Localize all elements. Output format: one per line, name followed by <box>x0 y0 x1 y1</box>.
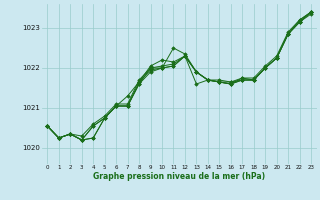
X-axis label: Graphe pression niveau de la mer (hPa): Graphe pression niveau de la mer (hPa) <box>93 172 265 181</box>
